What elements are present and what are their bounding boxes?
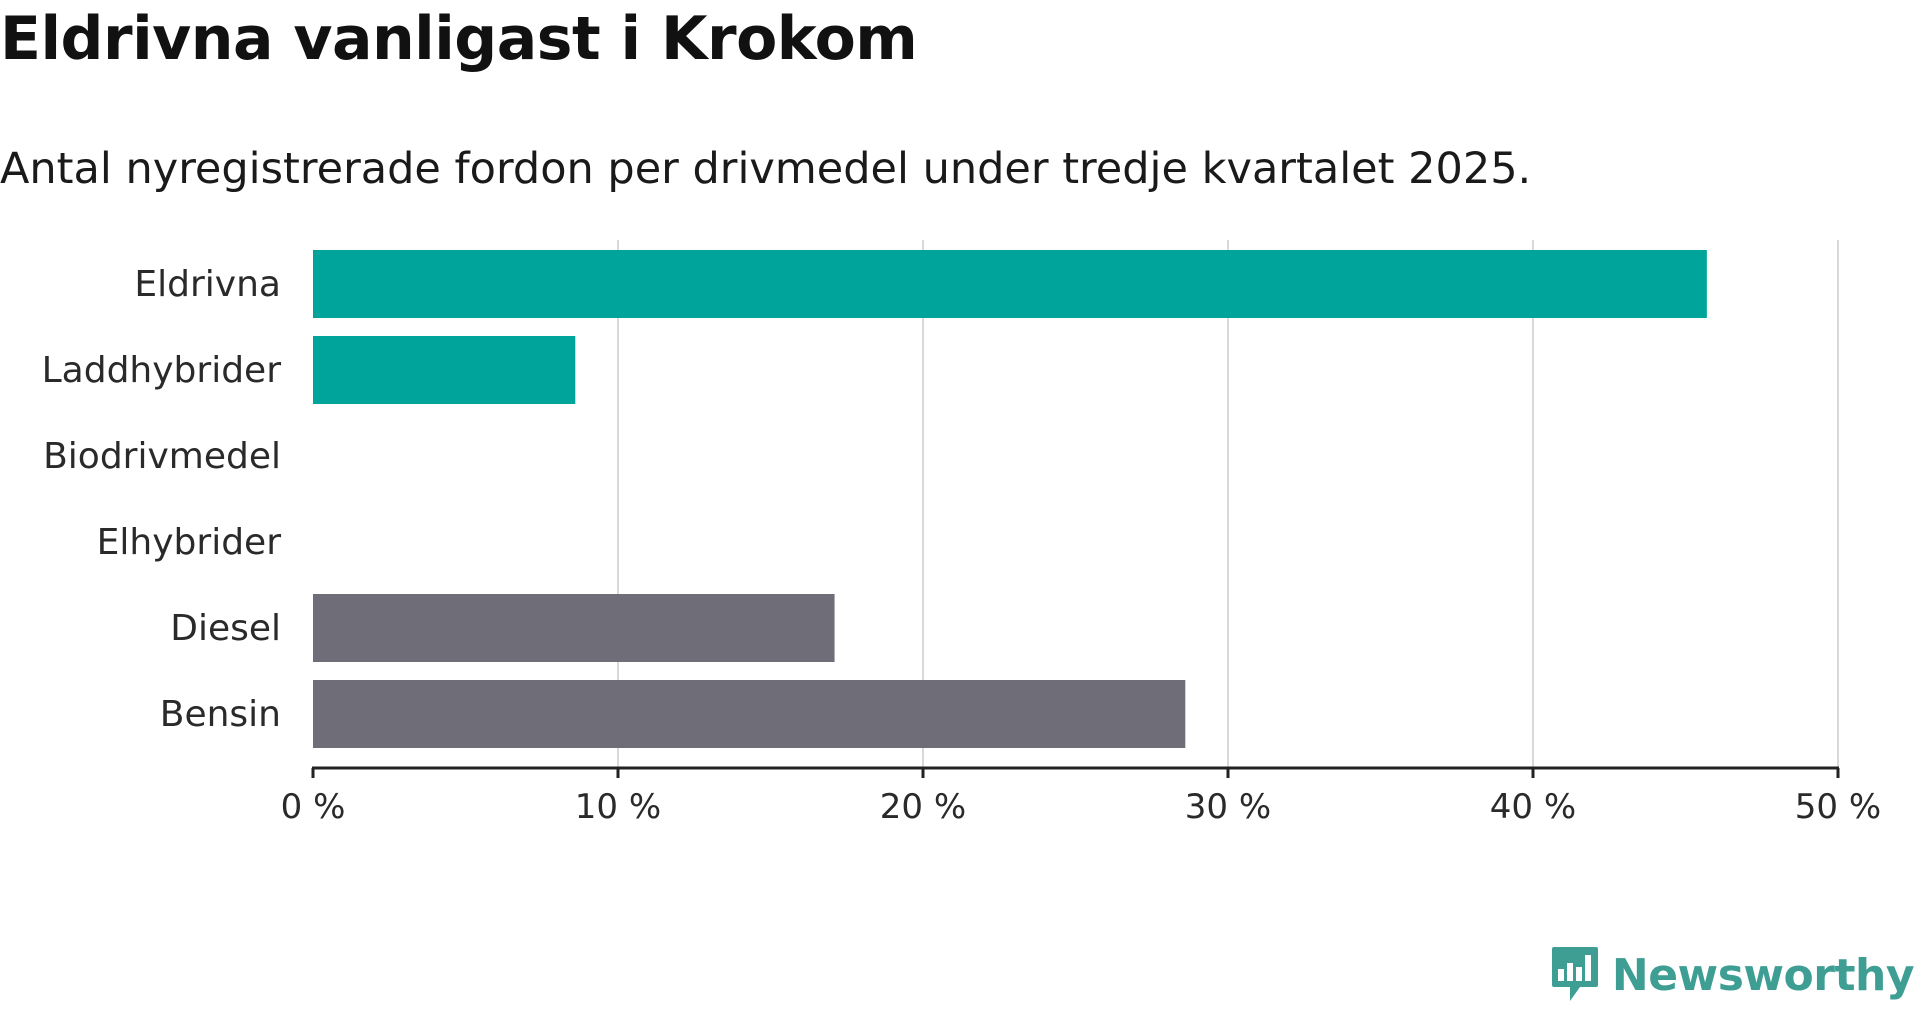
category-label: Eldrivna bbox=[134, 264, 281, 305]
bar-chart: Eldrivna Laddhybrider Biodrivmedel Elhybrid… bbox=[42, 240, 1881, 827]
category-label: Bensin bbox=[160, 694, 281, 735]
x-tick-label: 50 % bbox=[1795, 787, 1881, 827]
newsworthy-logo: Newsworthy bbox=[1550, 940, 1915, 1010]
bar-diesel bbox=[313, 594, 835, 662]
x-tick-label: 20 % bbox=[880, 787, 966, 827]
bar-bensin bbox=[313, 680, 1186, 748]
x-tick-label: 10 % bbox=[575, 787, 661, 827]
category-label: Diesel bbox=[170, 608, 281, 649]
chart-subtitle: Antal nyregistrerade fordon per drivmede… bbox=[0, 144, 1532, 194]
bar-laddhybrider bbox=[313, 336, 576, 404]
x-tick-label: 30 % bbox=[1185, 787, 1271, 827]
category-labels: Eldrivna Laddhybrider Biodrivmedel Elhybrid… bbox=[42, 264, 282, 735]
category-label: Biodrivmedel bbox=[43, 436, 281, 477]
newsworthy-logo-icon bbox=[1551, 947, 1598, 1001]
chart-title: Eldrivna vanligast i Krokom bbox=[0, 4, 918, 74]
x-tick-label: 40 % bbox=[1490, 787, 1576, 827]
brand-name: Newsworthy bbox=[1611, 949, 1915, 1001]
bar-eldrivna bbox=[313, 250, 1707, 318]
category-label: Elhybrider bbox=[97, 522, 282, 563]
category-label: Laddhybrider bbox=[42, 350, 282, 391]
x-axis: 0 % 10 % 20 % 30 % 40 % 50 % bbox=[281, 766, 1881, 827]
bars bbox=[313, 250, 1707, 748]
x-tick-label: 0 % bbox=[281, 787, 346, 827]
